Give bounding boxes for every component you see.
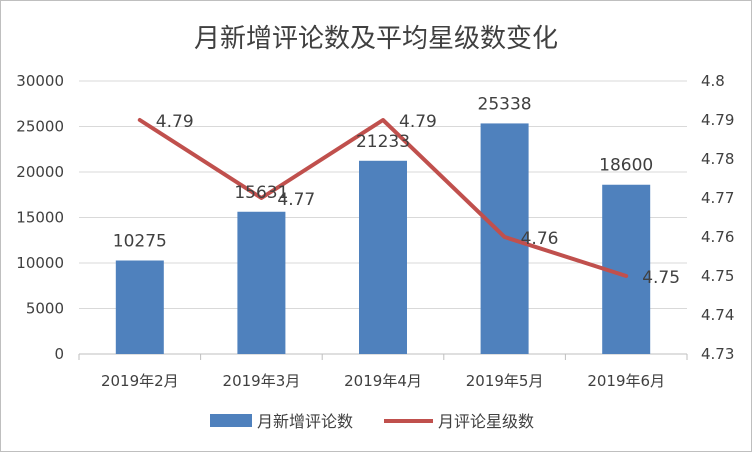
line-data-label: 4.76 — [521, 229, 559, 249]
legend-swatch-bar — [210, 414, 252, 427]
line-path — [137, 118, 629, 278]
category-label: 2019年6月 — [587, 372, 665, 390]
left-tick-label: 30000 — [16, 72, 64, 90]
right-tick-label: 4.74 — [701, 306, 734, 324]
right-tick-label: 4.79 — [701, 111, 734, 129]
right-tick-label: 4.73 — [701, 345, 734, 363]
chart-title: 月新增评论数及平均星级数变化 — [194, 24, 558, 54]
category-label: 2019年4月 — [344, 372, 422, 390]
bar — [115, 260, 164, 354]
left-tick-label: 0 — [54, 345, 64, 363]
bar-data-label: 18600 — [599, 156, 653, 176]
bar — [237, 211, 286, 354]
left-tick-label: 10000 — [16, 254, 64, 272]
right-tick-label: 4.76 — [701, 228, 734, 246]
category-label: 2019年5月 — [466, 372, 544, 390]
left-tick-label: 15000 — [16, 209, 64, 227]
right-tick-label: 4.8 — [701, 72, 725, 90]
right-axis-ticks: 4.73 4.74 4.75 4.76 4.77 4.78 4.79 4.8 — [701, 72, 734, 363]
legend: 月新增评论数 月评论星级数 — [210, 412, 534, 431]
right-tick-label: 4.75 — [701, 267, 734, 285]
category-labels: 2019年2月 2019年3月 2019年4月 2019年5月 2019年6月 — [101, 372, 665, 390]
bar — [359, 160, 407, 354]
bar-data-label: 10275 — [113, 231, 167, 251]
line-data-label: 4.75 — [642, 268, 680, 288]
line-data-label: 4.77 — [277, 190, 315, 210]
left-tick-label: 20000 — [16, 163, 64, 181]
left-tick-label: 25000 — [16, 118, 64, 136]
bar-data-label: 15631 — [234, 183, 288, 203]
left-axis-ticks: 0 5000 10000 15000 20000 25000 30000 — [16, 72, 64, 363]
category-label: 2019年2月 — [101, 372, 179, 390]
legend-label-line: 月评论星级数 — [438, 412, 534, 431]
line-series — [137, 118, 629, 278]
line-data-label: 4.79 — [399, 112, 437, 132]
bar-data-label: 21233 — [356, 132, 410, 152]
right-tick-label: 4.77 — [701, 189, 734, 207]
line-data-label: 4.79 — [156, 112, 194, 132]
bar-data-label: 25338 — [478, 94, 532, 114]
left-tick-label: 5000 — [26, 300, 64, 318]
bar-data-labels: 10275 15631 21233 25338 18600 — [113, 94, 653, 251]
category-label: 2019年3月 — [223, 372, 301, 390]
line-data-labels: 4.79 4.77 4.79 4.76 4.75 — [156, 112, 680, 288]
legend-label-bar: 月新增评论数 — [257, 412, 353, 431]
right-tick-label: 4.78 — [701, 150, 734, 168]
